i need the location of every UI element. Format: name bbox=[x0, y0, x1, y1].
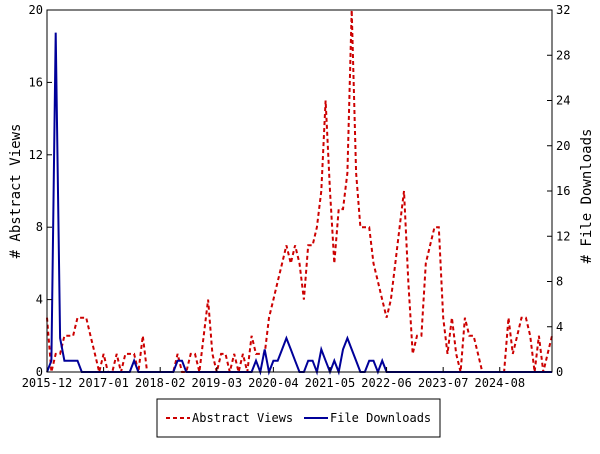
x-tick-label: 2018-02 bbox=[135, 376, 186, 390]
axes-layer: 0 4 8 12 16 20 0 4 8 12 16 20 24 28 32 2015-12 2017-01 20… bbox=[22, 3, 571, 390]
legend-label-abstract-views: Abstract Views bbox=[192, 411, 293, 425]
x-tick-label: 2019-03 bbox=[191, 376, 242, 390]
y-left-tick-label: 8 bbox=[36, 220, 43, 234]
y-right-tick-label: 32 bbox=[556, 3, 570, 17]
y-right-tick-label: 24 bbox=[556, 94, 570, 108]
y-right-tick-label: 28 bbox=[556, 48, 570, 62]
y-right-tick-label: 4 bbox=[556, 320, 563, 334]
x-tick-label: 2023-07 bbox=[418, 376, 469, 390]
x-tick-label: 2021-05 bbox=[305, 376, 356, 390]
y-axis-left-title: # Abstract Views bbox=[8, 124, 24, 259]
x-tick-label: 2022-06 bbox=[361, 376, 412, 390]
x-tick-label: 2020-04 bbox=[248, 376, 299, 390]
y-right-tick-label: 8 bbox=[556, 275, 563, 289]
x-tick-label: 2017-01 bbox=[78, 376, 129, 390]
y-right-tick-label: 0 bbox=[556, 365, 563, 379]
y-left-tick-label: 20 bbox=[29, 3, 43, 17]
y-left-tick-label: 12 bbox=[29, 148, 43, 162]
y-left-tick-label: 4 bbox=[36, 293, 43, 307]
y-right-tick-label: 12 bbox=[556, 229, 570, 243]
series-layer bbox=[46, 9, 553, 376]
file-downloads-line bbox=[46, 32, 552, 376]
legend-box bbox=[156, 398, 441, 438]
legend-label-file-downloads: File Downloads bbox=[330, 411, 431, 425]
x-tick-label: 2024-08 bbox=[474, 376, 525, 390]
y-left-tick-label: 0 bbox=[36, 365, 43, 379]
abstract-views-line bbox=[46, 9, 553, 373]
y-left-tick-label: 16 bbox=[29, 75, 43, 89]
y-axis-right-title: # File Downloads bbox=[579, 129, 595, 264]
legend: Abstract Views File Downloads bbox=[156, 398, 441, 438]
plot-frame bbox=[46, 9, 553, 373]
y-right-tick-label: 20 bbox=[556, 139, 570, 153]
x-tick-label: 2015-12 bbox=[22, 376, 73, 390]
y-right-tick-label: 16 bbox=[556, 184, 570, 198]
